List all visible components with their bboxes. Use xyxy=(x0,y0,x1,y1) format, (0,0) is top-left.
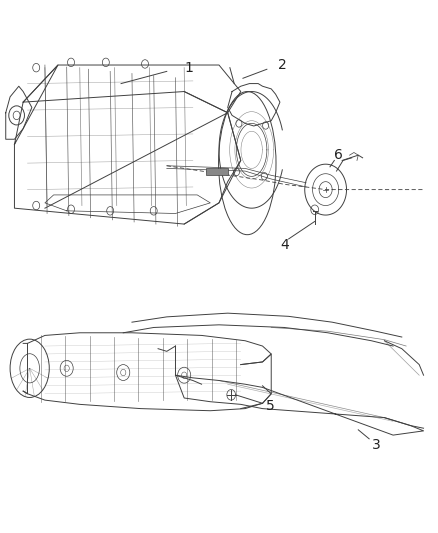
Text: 2: 2 xyxy=(278,58,286,72)
Text: 4: 4 xyxy=(280,238,289,252)
Text: 6: 6 xyxy=(334,148,343,162)
Bar xyxy=(206,168,228,175)
Text: 5: 5 xyxy=(266,399,275,414)
Text: 3: 3 xyxy=(372,438,381,452)
Text: 1: 1 xyxy=(184,61,193,75)
